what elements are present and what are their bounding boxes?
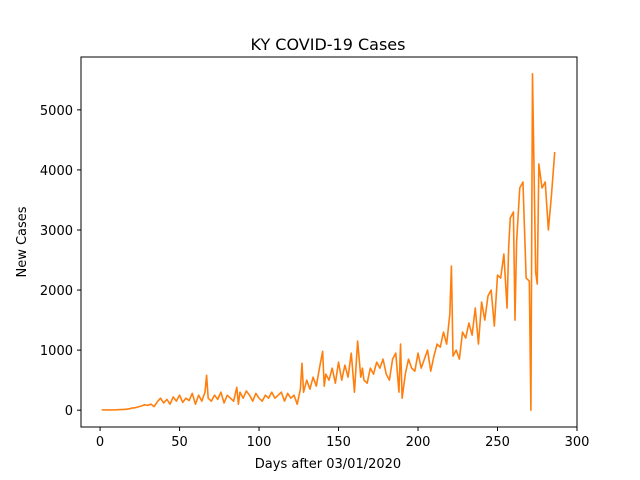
plot-frame (80, 56, 578, 428)
y-tick-label: 2000 (40, 284, 73, 299)
x-tick-label: 50 (171, 435, 188, 450)
x-axis-ticks: 0 50 100 150 200 250 300 (96, 427, 589, 450)
y-tick-label: 0 (65, 404, 73, 419)
x-tick-label: 200 (406, 435, 431, 450)
y-tick-label: 4000 (40, 164, 73, 179)
y-axis-label: New Cases (15, 206, 30, 277)
x-tick-label: 150 (326, 435, 351, 450)
series-line (101, 73, 556, 411)
y-tick-label: 3000 (40, 224, 73, 239)
x-axis-label: Days after 03/01/2020 (255, 457, 401, 472)
y-tick-label: 1000 (40, 344, 73, 359)
chart-title: KY COVID-19 Cases (251, 35, 406, 54)
x-tick-label: 300 (565, 435, 590, 450)
y-axis-ticks: 0 1000 2000 3000 4000 5000 (40, 104, 81, 419)
x-tick-label: 250 (485, 435, 510, 450)
y-tick-label: 5000 (40, 104, 73, 119)
x-tick-label: 100 (247, 435, 272, 450)
x-tick-label: 0 (96, 435, 104, 450)
